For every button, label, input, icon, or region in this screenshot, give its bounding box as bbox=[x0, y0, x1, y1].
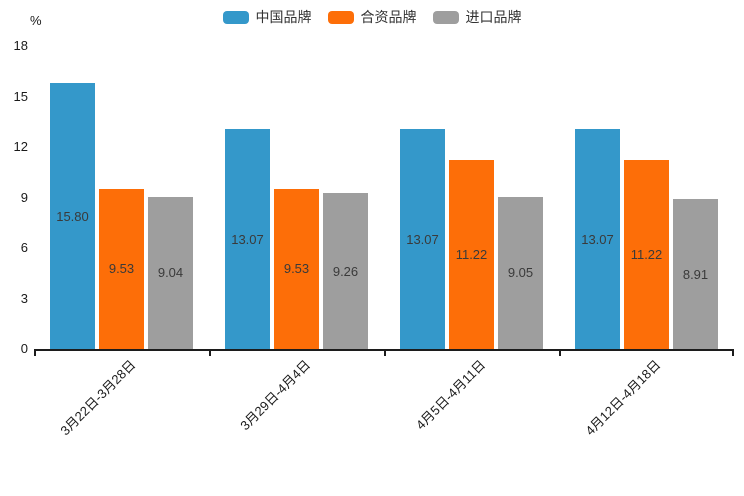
x-axis-category-label: 4月5日-4月11日 bbox=[412, 357, 489, 433]
x-axis-tick bbox=[209, 351, 211, 356]
x-axis-tick bbox=[384, 351, 386, 356]
y-axis-tick-label: 0 bbox=[20, 341, 28, 356]
bar-series-0-group-3: 13.07 bbox=[575, 129, 620, 349]
legend-swatch-icon bbox=[432, 10, 459, 24]
y-axis-tick-label: 6 bbox=[20, 240, 28, 255]
bar-group-1: 13.07 9.53 9.26 bbox=[209, 46, 384, 349]
bar-value-label: 9.53 bbox=[108, 261, 135, 277]
bar-value-label: 15.80 bbox=[56, 208, 89, 224]
bar-value-label: 9.53 bbox=[283, 261, 310, 277]
bar-series-2-group-2: 9.05 bbox=[498, 196, 543, 349]
bar-series-1-group-3: 11.22 bbox=[624, 160, 669, 349]
bar-value-label: 13.07 bbox=[231, 231, 264, 247]
legend-swatch-icon bbox=[327, 10, 354, 24]
bar-group-3: 13.07 11.22 8.91 bbox=[559, 46, 734, 349]
bar-value-label: 11.22 bbox=[630, 247, 663, 263]
x-axis-tick bbox=[34, 351, 36, 356]
y-axis-tick-label: 12 bbox=[13, 139, 28, 154]
y-axis-tick-label: 15 bbox=[13, 88, 28, 104]
y-axis-tick-label: 9 bbox=[20, 189, 28, 205]
y-axis-tick-label: 18 bbox=[13, 38, 28, 53]
bar-series-1-group-1: 9.53 bbox=[274, 188, 319, 349]
legend-item-series-2[interactable]: 进口品牌 bbox=[432, 9, 522, 25]
bar-value-label: 11.22 bbox=[455, 247, 488, 263]
legend-label: 进口品牌 bbox=[465, 9, 522, 25]
x-axis-category-label: 3月29日-4月4日 bbox=[237, 357, 314, 434]
x-axis-tick bbox=[559, 351, 561, 356]
legend-item-series-1[interactable]: 合资品牌 bbox=[327, 9, 417, 25]
bar-value-label: 13.07 bbox=[581, 231, 614, 247]
legend-label: 合资品牌 bbox=[360, 9, 417, 25]
legend-item-series-0[interactable]: 中国品牌 bbox=[222, 9, 312, 25]
y-axis-unit-label: % bbox=[30, 13, 42, 28]
bar-series-1-group-0: 9.53 bbox=[99, 188, 144, 349]
bar-series-0-group-1: 13.07 bbox=[225, 129, 270, 349]
bar-value-label: 9.05 bbox=[507, 265, 534, 281]
bar-series-2-group-3: 8.91 bbox=[673, 199, 718, 349]
bar-value-label: 9.26 bbox=[332, 263, 359, 279]
bar-series-0-group-0: 15.80 bbox=[50, 83, 95, 349]
x-axis-category-label: 4月12日-4月18日 bbox=[582, 357, 664, 439]
plot-area: 15.80 9.53 9.04 13.07 9.53 9.26 13.07 11.22 9.05… bbox=[34, 46, 734, 356]
bar-group-2: 13.07 11.22 9.05 bbox=[384, 46, 559, 349]
chart-legend: 中国品牌 合资品牌 进口品牌 bbox=[0, 9, 744, 25]
bar-value-label: 9.04 bbox=[157, 265, 184, 281]
legend-swatch-icon bbox=[222, 10, 249, 24]
bar-series-2-group-0: 9.04 bbox=[148, 196, 193, 349]
bar-series-1-group-2: 11.22 bbox=[449, 160, 494, 349]
legend-label: 中国品牌 bbox=[255, 9, 312, 25]
y-axis-tick-label: 3 bbox=[20, 290, 28, 306]
x-axis-category-label: 3月22日-3月28日 bbox=[57, 357, 139, 439]
x-axis-tick bbox=[732, 351, 734, 356]
bar-series-2-group-1: 9.26 bbox=[323, 193, 368, 349]
bar-series-0-group-2: 13.07 bbox=[400, 129, 445, 349]
bar-group-0: 15.80 9.53 9.04 bbox=[34, 46, 209, 349]
bar-value-label: 13.07 bbox=[406, 231, 439, 247]
bar-value-label: 8.91 bbox=[682, 266, 709, 282]
